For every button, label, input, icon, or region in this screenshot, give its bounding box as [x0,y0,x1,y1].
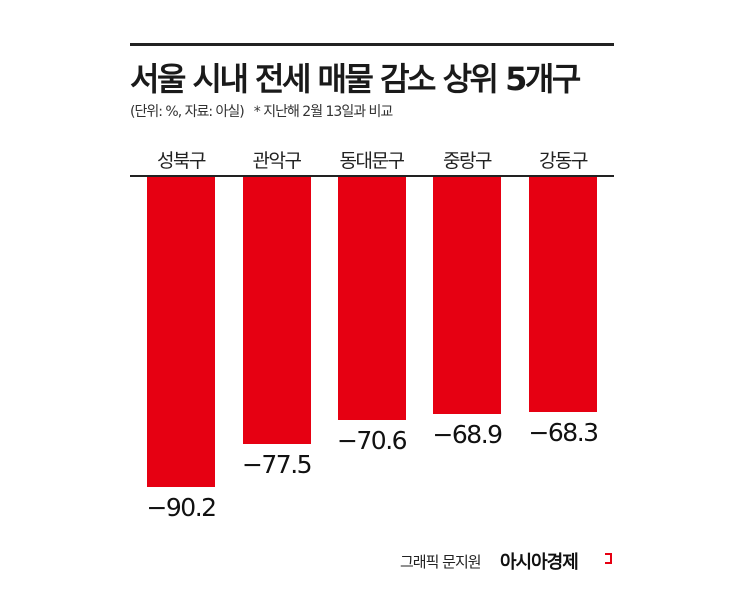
graphic-credit: 그래픽 문지원 [400,553,482,571]
value-label: −68.9 [432,420,503,450]
bar [337,177,406,420]
bar [242,177,311,444]
value-label: −77.5 [241,449,313,479]
comparison-note: * 지난해 2월 13일과 비교 [253,104,394,120]
bar [433,177,501,415]
category-label: 관악구 [252,150,302,172]
unit-source-label: (단위: %, 자료: 아실) [130,104,245,120]
category-label: 성북구 [157,150,206,172]
category-label: 동대문구 [339,150,405,172]
value-label: −90.2 [146,493,217,523]
baseline-axis [130,175,614,177]
value-label: −68.3 [528,417,599,447]
category-label: 중랑구 [443,150,492,172]
brand-logo-text: 아시아경제 [500,552,579,573]
brand-mark-icon [605,553,612,564]
top-rule [130,43,614,46]
chart-title: 서울 시내 전세 매물 감소 상위 5개구 [130,60,581,98]
bar [529,177,597,412]
category-label: 강동구 [539,150,588,172]
bar [147,177,215,488]
chart-subtitle: (단위: %, 자료: 아실) * 지난해 2월 13일과 비교 [130,101,394,121]
value-label: −70.6 [336,425,408,455]
